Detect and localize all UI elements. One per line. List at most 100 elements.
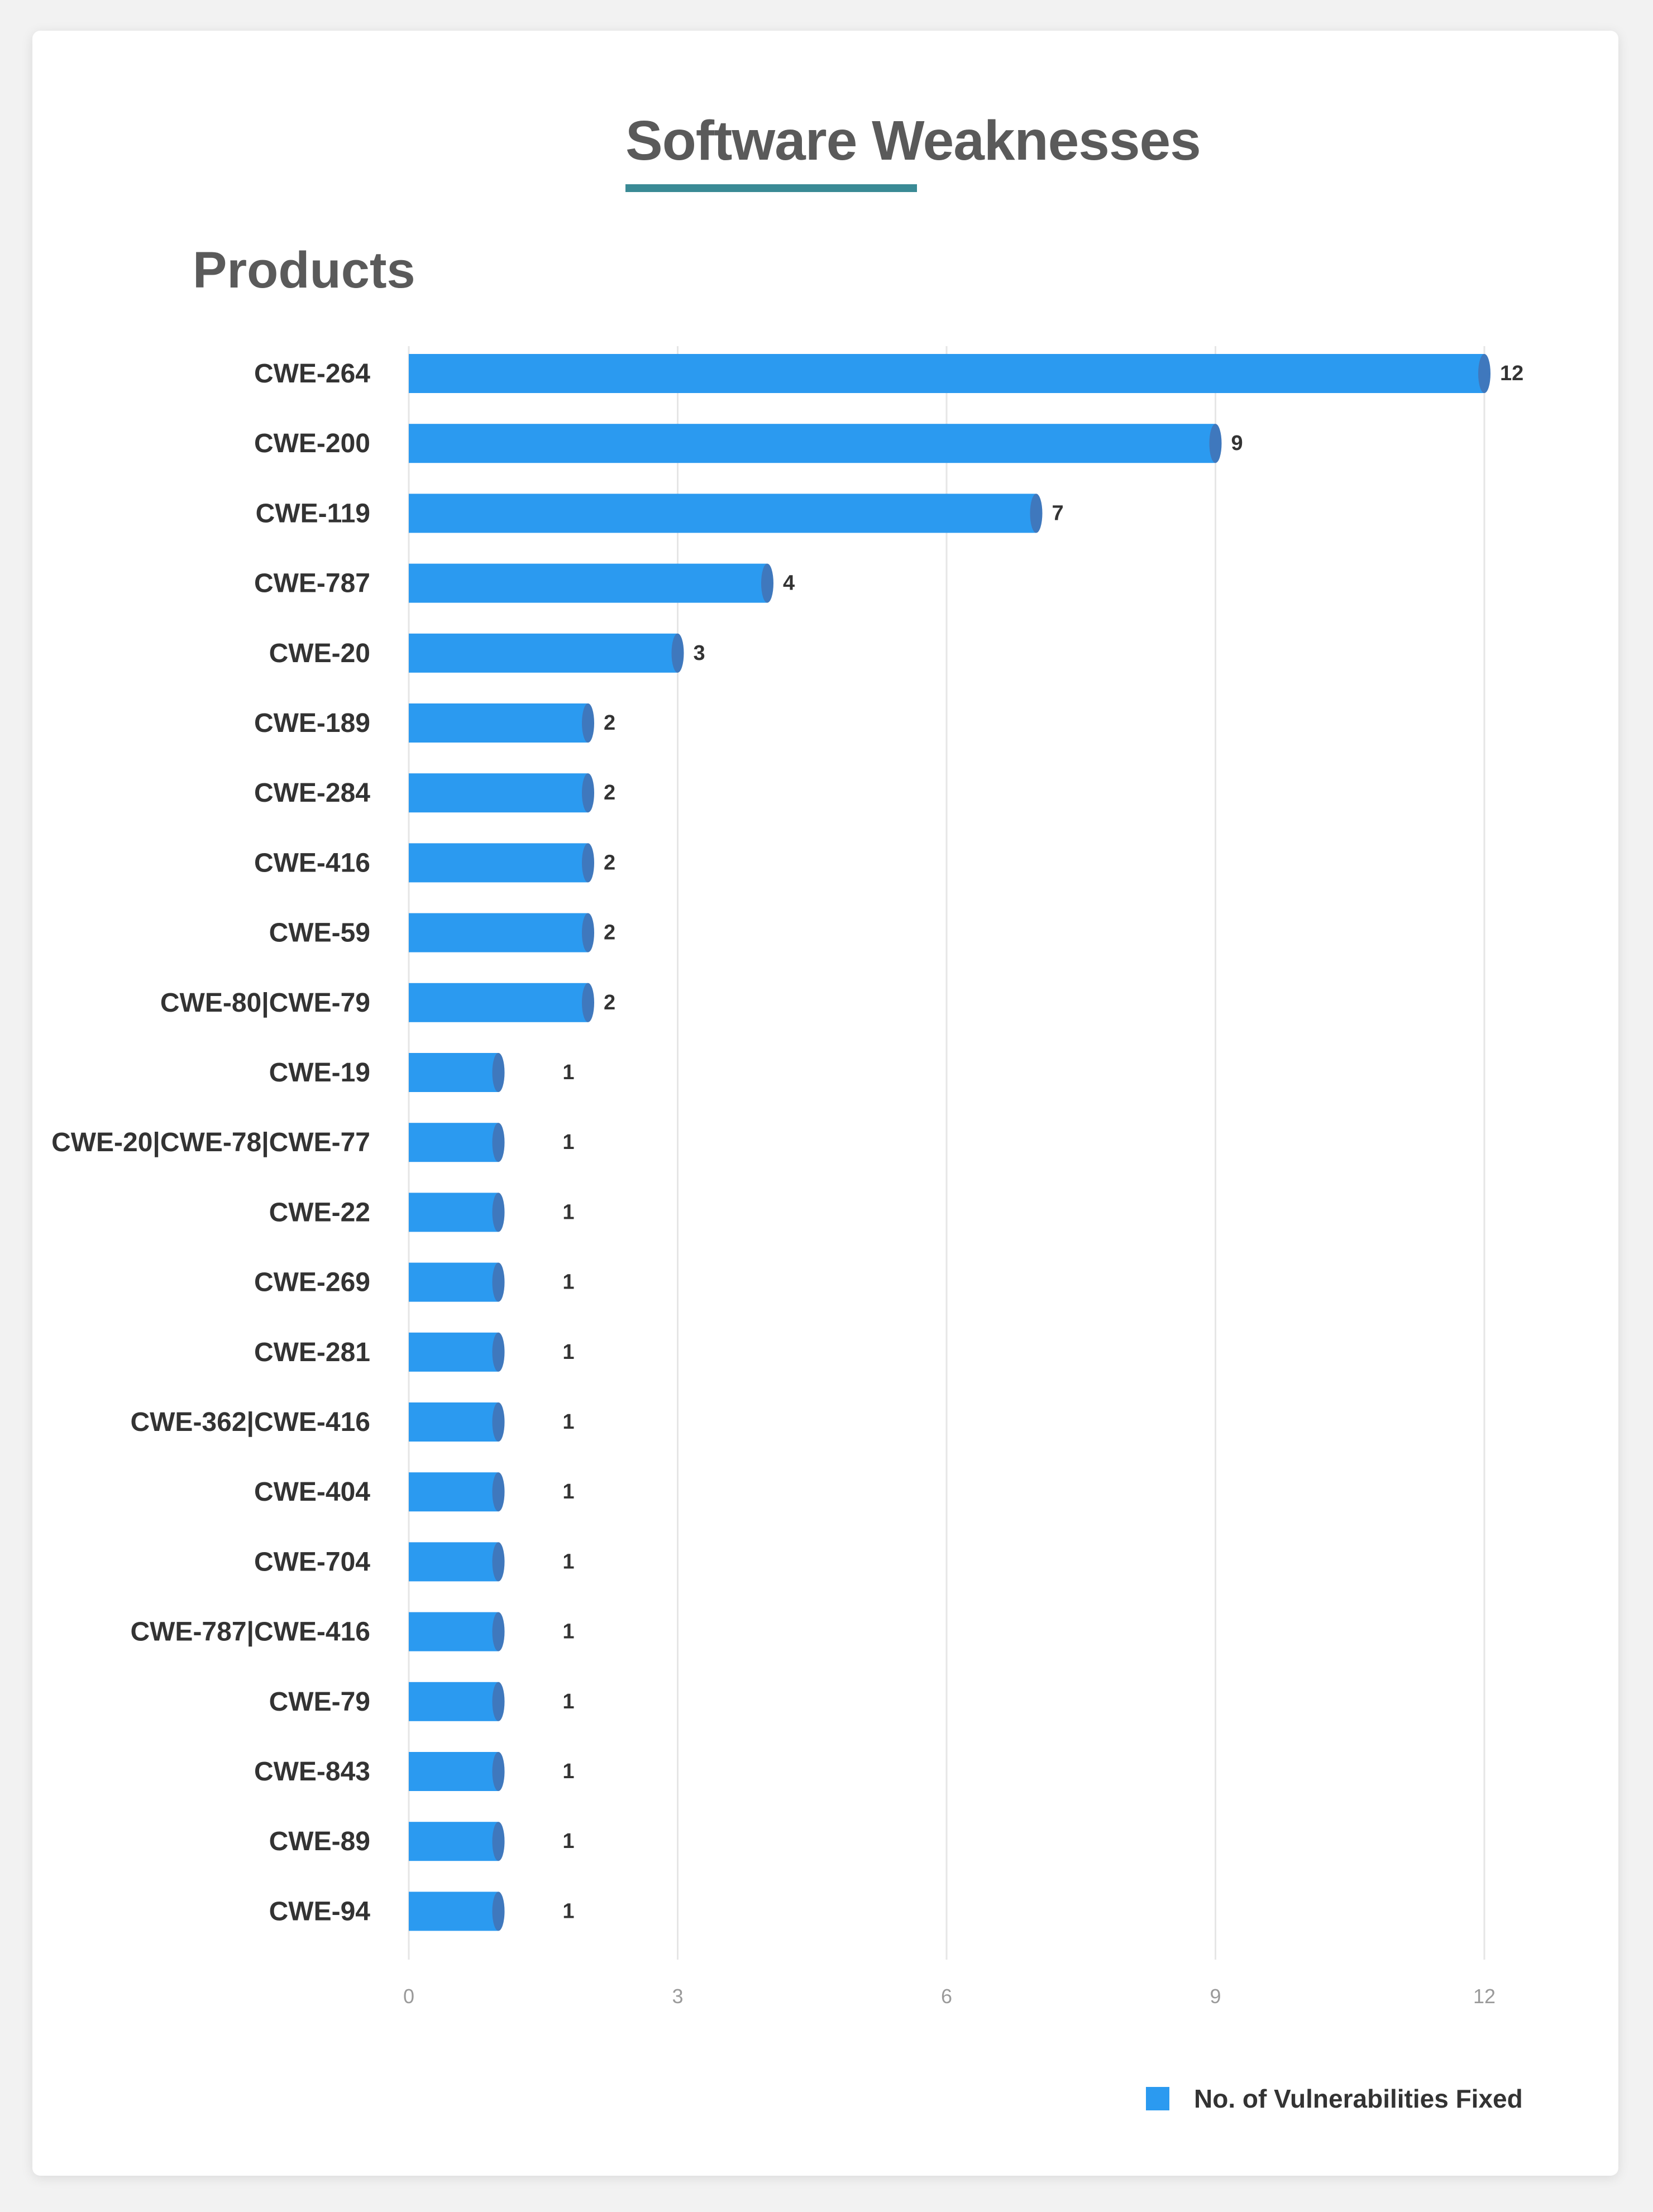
- bar: [409, 1262, 499, 1302]
- title-underline: [625, 184, 917, 192]
- bar-cap: [582, 773, 594, 813]
- category-label: CWE-416: [254, 848, 370, 878]
- data-label: 3: [694, 641, 705, 665]
- category-label: CWE-119: [256, 499, 370, 528]
- data-label: 1: [562, 1899, 574, 1923]
- x-tick-label: 6: [941, 1985, 952, 2008]
- bar: [409, 1123, 499, 1162]
- category-label: CWE-284: [254, 778, 370, 808]
- bar-cap: [492, 1542, 505, 1582]
- category-label: CWE-20: [269, 639, 370, 668]
- chart-subtitle: Products: [193, 242, 415, 299]
- category-label: CWE-264: [254, 359, 370, 389]
- category-label: CWE-787|CWE-416: [130, 1617, 370, 1647]
- bar-cap: [492, 1262, 505, 1302]
- x-tick-label: 3: [672, 1985, 683, 2008]
- bar-cap: [492, 1752, 505, 1791]
- data-label: 2: [604, 781, 615, 805]
- bar-cap: [492, 1193, 505, 1232]
- bar-cap: [492, 1332, 505, 1372]
- data-label: 1: [562, 1200, 574, 1224]
- category-label: CWE-189: [254, 708, 370, 738]
- bar: [409, 1193, 499, 1232]
- bar-cap: [582, 913, 594, 952]
- data-label: 1: [562, 1760, 574, 1783]
- bar: [409, 773, 588, 813]
- bar-cap: [582, 703, 594, 743]
- bar: [409, 913, 588, 952]
- x-tick-label: 12: [1473, 1985, 1496, 2008]
- bar-cap: [492, 1053, 505, 1092]
- data-label: 1: [562, 1061, 574, 1084]
- page-title: Software Weaknesses: [625, 109, 1201, 172]
- category-label: CWE-22: [269, 1198, 370, 1227]
- bar: [409, 633, 678, 673]
- legend[interactable]: No. of Vulnerabilities Fixed: [1146, 2084, 1523, 2114]
- bar-cap: [492, 1402, 505, 1442]
- data-label: 4: [783, 572, 795, 595]
- bar-cap: [492, 1682, 505, 1721]
- bar: [409, 1053, 499, 1092]
- x-tick-label: 0: [403, 1985, 414, 2008]
- bar-cap: [492, 1472, 505, 1512]
- category-label: CWE-281: [254, 1338, 370, 1367]
- data-label: 2: [604, 851, 615, 874]
- category-label: CWE-20|CWE-78|CWE-77: [51, 1128, 370, 1157]
- bar: [409, 494, 1036, 533]
- bar-cap: [582, 843, 594, 883]
- bar: [409, 563, 767, 603]
- data-label: 7: [1052, 501, 1064, 525]
- category-label: CWE-843: [254, 1757, 370, 1787]
- category-label: CWE-80|CWE-79: [160, 988, 370, 1018]
- category-label: CWE-269: [254, 1268, 370, 1297]
- data-label: 1: [562, 1620, 574, 1644]
- category-label: CWE-200: [254, 429, 370, 458]
- category-label: CWE-89: [269, 1827, 370, 1856]
- category-label: CWE-404: [254, 1477, 370, 1507]
- bar-cap: [1209, 424, 1222, 463]
- category-label: CWE-19: [269, 1058, 370, 1088]
- bar: [409, 1752, 499, 1791]
- bar-cap: [761, 563, 773, 603]
- bar: [409, 424, 1216, 463]
- data-label: 1: [562, 1480, 574, 1504]
- bar: [409, 843, 588, 883]
- bar: [409, 1542, 499, 1582]
- bar-cap: [492, 1612, 505, 1651]
- data-label: 12: [1500, 362, 1523, 385]
- data-label: 1: [562, 1340, 574, 1364]
- legend-swatch: [1146, 2087, 1169, 2110]
- category-label: CWE-94: [269, 1897, 371, 1926]
- bar: [409, 1472, 499, 1512]
- data-label: 2: [604, 711, 615, 735]
- category-label: CWE-704: [254, 1547, 370, 1577]
- bar: [409, 1822, 499, 1861]
- data-label: 1: [562, 1690, 574, 1713]
- data-label: 1: [562, 1410, 574, 1434]
- category-label: CWE-59: [269, 918, 370, 948]
- category-label: CWE-787: [254, 569, 370, 599]
- data-label: 1: [562, 1550, 574, 1573]
- bar-cap: [1030, 494, 1043, 533]
- data-label: 9: [1231, 432, 1243, 455]
- bar-cap: [582, 983, 594, 1022]
- category-label: CWE-79: [269, 1687, 370, 1717]
- bar: [409, 1892, 499, 1931]
- bar-cap: [671, 633, 684, 673]
- bar: [409, 703, 588, 743]
- data-label: 2: [604, 991, 615, 1014]
- bar: [409, 983, 588, 1022]
- data-label: 1: [562, 1271, 574, 1294]
- legend-label: No. of Vulnerabilities Fixed: [1194, 2084, 1523, 2113]
- bar: [409, 1402, 499, 1442]
- data-label: 1: [562, 1131, 574, 1154]
- bar-cap: [492, 1123, 505, 1162]
- x-tick-label: 9: [1210, 1985, 1221, 2008]
- bar-cap: [492, 1822, 505, 1861]
- bar-cap: [1478, 354, 1490, 393]
- bar: [409, 354, 1484, 393]
- bar-cap: [492, 1892, 505, 1931]
- bar: [409, 1332, 499, 1372]
- data-label: 1: [562, 1830, 574, 1853]
